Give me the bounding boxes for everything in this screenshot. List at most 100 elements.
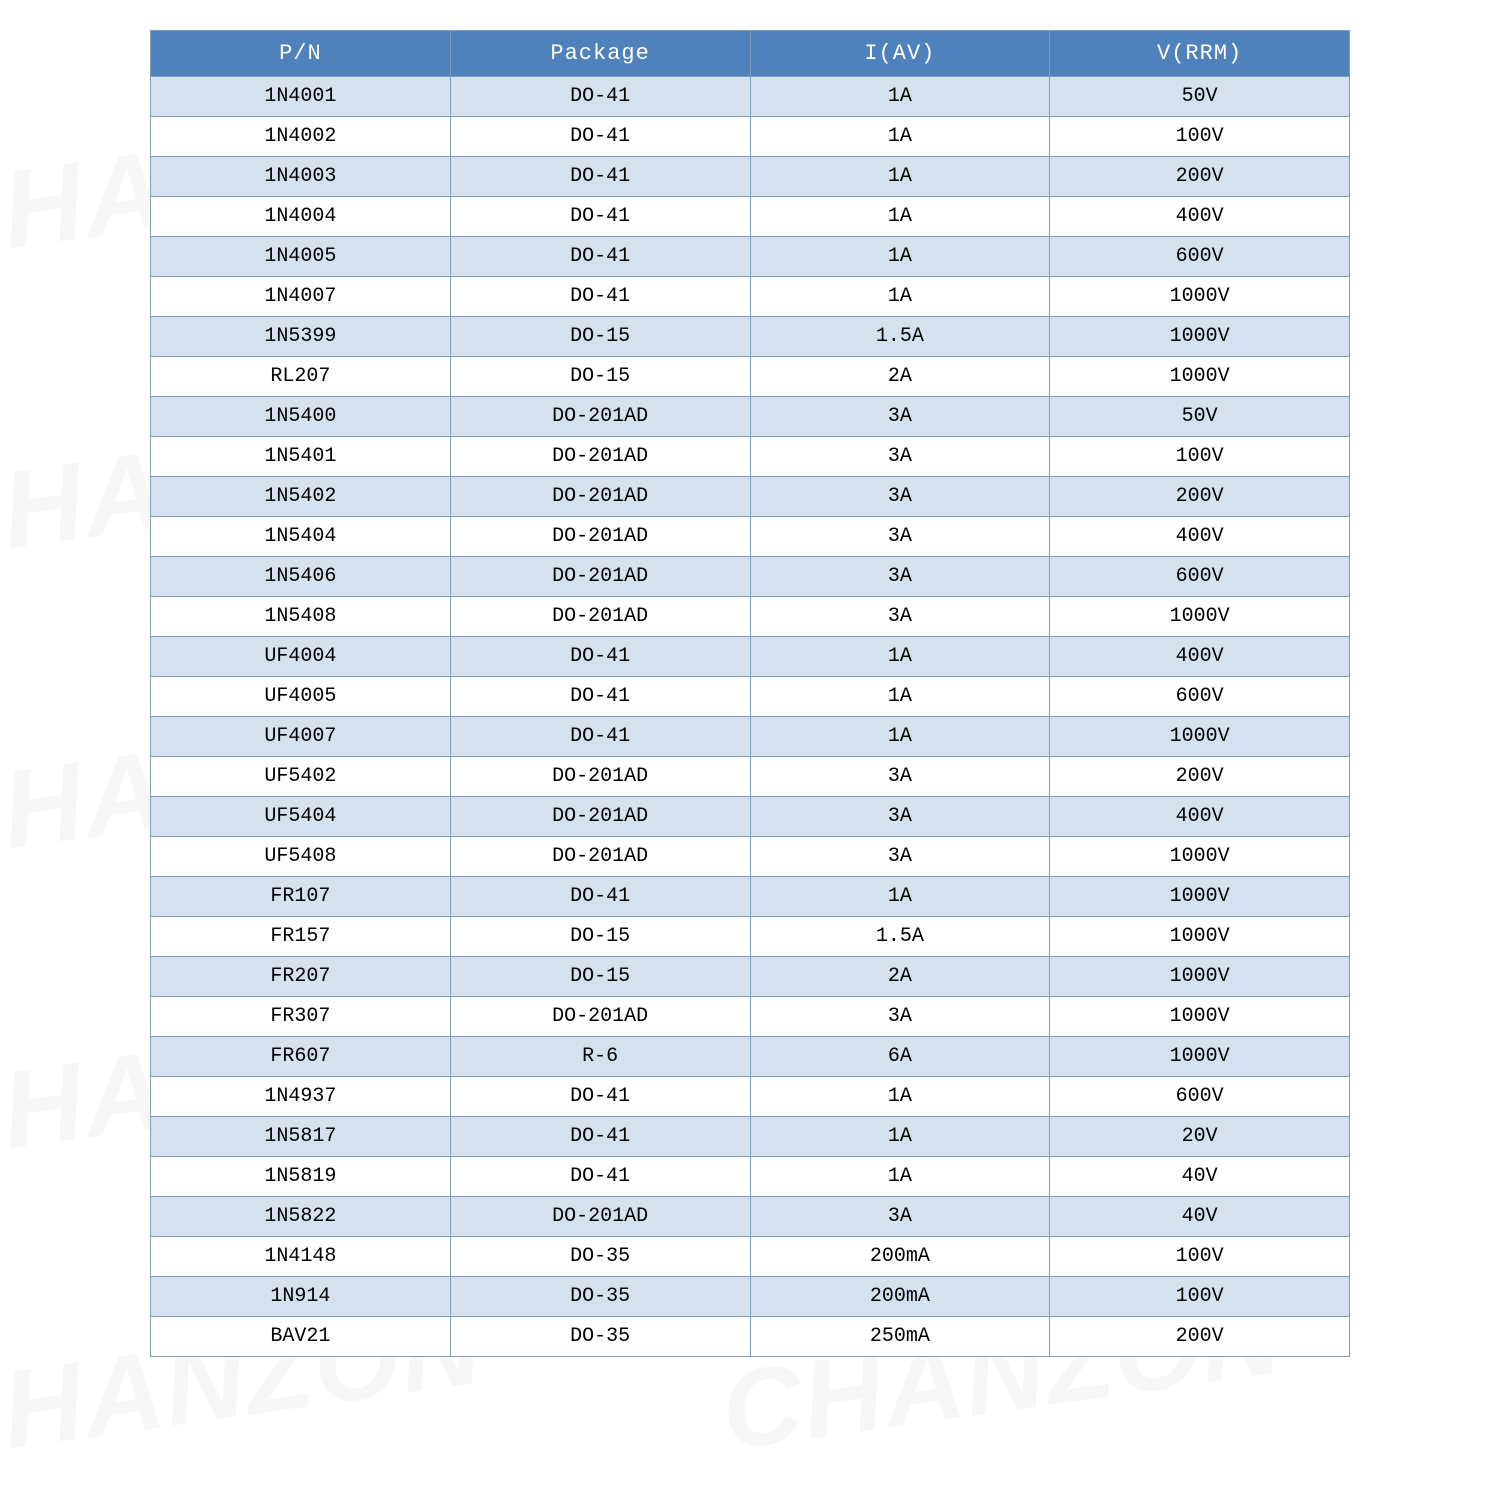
table-cell: 1000V xyxy=(1050,877,1350,917)
table-cell: UF5402 xyxy=(151,757,451,797)
table-cell: 200V xyxy=(1050,477,1350,517)
table-row: 1N5404DO-201AD3A400V xyxy=(151,517,1350,557)
table-cell: 1000V xyxy=(1050,997,1350,1037)
table-cell: 1A xyxy=(750,157,1050,197)
table-cell: DO-35 xyxy=(450,1317,750,1357)
table-row: RL207DO-152A1000V xyxy=(151,357,1350,397)
table-cell: FR157 xyxy=(151,917,451,957)
table-cell: 1A xyxy=(750,237,1050,277)
table-row: UF5402DO-201AD3A200V xyxy=(151,757,1350,797)
table-cell: DO-15 xyxy=(450,917,750,957)
col-header-vrrm: V(RRM) xyxy=(1050,31,1350,77)
table-row: 1N4007DO-411A1000V xyxy=(151,277,1350,317)
table-cell: DO-41 xyxy=(450,1077,750,1117)
table-cell: DO-41 xyxy=(450,717,750,757)
table-cell: 20V xyxy=(1050,1117,1350,1157)
table-cell: DO-41 xyxy=(450,637,750,677)
table-cell: 1N5404 xyxy=(151,517,451,557)
table-cell: 100V xyxy=(1050,1237,1350,1277)
table-row: 1N5819DO-411A40V xyxy=(151,1157,1350,1197)
table-cell: 100V xyxy=(1050,1277,1350,1317)
table-cell: 1N4005 xyxy=(151,237,451,277)
table-body: 1N4001DO-411A50V1N4002DO-411A100V1N4003D… xyxy=(151,77,1350,1357)
table-header-row: P/N Package I(AV) V(RRM) xyxy=(151,31,1350,77)
table-cell: DO-201AD xyxy=(450,797,750,837)
table-cell: DO-41 xyxy=(450,77,750,117)
table-cell: 3A xyxy=(750,557,1050,597)
table-head: P/N Package I(AV) V(RRM) xyxy=(151,31,1350,77)
table-cell: 1N4148 xyxy=(151,1237,451,1277)
table-row: UF4007DO-411A1000V xyxy=(151,717,1350,757)
table-cell: 1N4001 xyxy=(151,77,451,117)
table-cell: 3A xyxy=(750,517,1050,557)
table-cell: UF4005 xyxy=(151,677,451,717)
table-row: 1N5399DO-151.5A1000V xyxy=(151,317,1350,357)
table-cell: 600V xyxy=(1050,677,1350,717)
table-cell: 1N5817 xyxy=(151,1117,451,1157)
table-cell: 600V xyxy=(1050,1077,1350,1117)
table-cell: 1000V xyxy=(1050,917,1350,957)
table-cell: 3A xyxy=(750,437,1050,477)
table-cell: DO-201AD xyxy=(450,1197,750,1237)
table-cell: 100V xyxy=(1050,437,1350,477)
table-cell: 1N5402 xyxy=(151,477,451,517)
table-cell: 250mA xyxy=(750,1317,1050,1357)
table-row: 1N5408DO-201AD3A1000V xyxy=(151,597,1350,637)
table-cell: DO-201AD xyxy=(450,597,750,637)
spec-table: P/N Package I(AV) V(RRM) 1N4001DO-411A50… xyxy=(150,30,1350,1357)
table-row: 1N5402DO-201AD3A200V xyxy=(151,477,1350,517)
table-cell: 1N4937 xyxy=(151,1077,451,1117)
table-row: UF5408DO-201AD3A1000V xyxy=(151,837,1350,877)
table-cell: 200mA xyxy=(750,1237,1050,1277)
table-cell: DO-41 xyxy=(450,877,750,917)
table-cell: 1A xyxy=(750,277,1050,317)
table-cell: FR107 xyxy=(151,877,451,917)
table-row: 1N4002DO-411A100V xyxy=(151,117,1350,157)
table-cell: DO-41 xyxy=(450,157,750,197)
table-row: 1N5406DO-201AD3A600V xyxy=(151,557,1350,597)
table-cell: 1N5408 xyxy=(151,597,451,637)
table-row: 1N5822DO-201AD3A40V xyxy=(151,1197,1350,1237)
table-cell: 1N914 xyxy=(151,1277,451,1317)
table-cell: 3A xyxy=(750,837,1050,877)
table-cell: RL207 xyxy=(151,357,451,397)
spec-table-container: P/N Package I(AV) V(RRM) 1N4001DO-411A50… xyxy=(150,30,1350,1357)
table-cell: 400V xyxy=(1050,797,1350,837)
table-cell: DO-201AD xyxy=(450,997,750,1037)
table-cell: DO-35 xyxy=(450,1237,750,1277)
table-cell: DO-41 xyxy=(450,677,750,717)
table-row: 1N4001DO-411A50V xyxy=(151,77,1350,117)
table-row: 1N5401DO-201AD3A100V xyxy=(151,437,1350,477)
table-cell: UF5408 xyxy=(151,837,451,877)
table-cell: 1A xyxy=(750,197,1050,237)
table-cell: DO-15 xyxy=(450,357,750,397)
table-cell: 3A xyxy=(750,997,1050,1037)
col-header-package: Package xyxy=(450,31,750,77)
table-row: UF4004DO-411A400V xyxy=(151,637,1350,677)
table-cell: DO-201AD xyxy=(450,517,750,557)
table-cell: DO-201AD xyxy=(450,397,750,437)
table-row: UF4005DO-411A600V xyxy=(151,677,1350,717)
table-cell: 1N5399 xyxy=(151,317,451,357)
table-cell: 600V xyxy=(1050,237,1350,277)
table-cell: 3A xyxy=(750,397,1050,437)
table-cell: 1A xyxy=(750,1117,1050,1157)
table-cell: DO-201AD xyxy=(450,557,750,597)
table-cell: 200V xyxy=(1050,157,1350,197)
table-row: FR607R-66A1000V xyxy=(151,1037,1350,1077)
table-cell: DO-41 xyxy=(450,197,750,237)
table-cell: 1.5A xyxy=(750,917,1050,957)
table-cell: 1A xyxy=(750,1157,1050,1197)
table-cell: 3A xyxy=(750,477,1050,517)
table-cell: 1000V xyxy=(1050,957,1350,997)
table-cell: 1N4003 xyxy=(151,157,451,197)
table-cell: UF4007 xyxy=(151,717,451,757)
table-cell: DO-201AD xyxy=(450,477,750,517)
table-cell: UF5404 xyxy=(151,797,451,837)
table-cell: 1A xyxy=(750,677,1050,717)
table-cell: DO-35 xyxy=(450,1277,750,1317)
table-cell: 200V xyxy=(1050,1317,1350,1357)
table-cell: 1N4002 xyxy=(151,117,451,157)
table-row: 1N4005DO-411A600V xyxy=(151,237,1350,277)
table-cell: 1000V xyxy=(1050,317,1350,357)
